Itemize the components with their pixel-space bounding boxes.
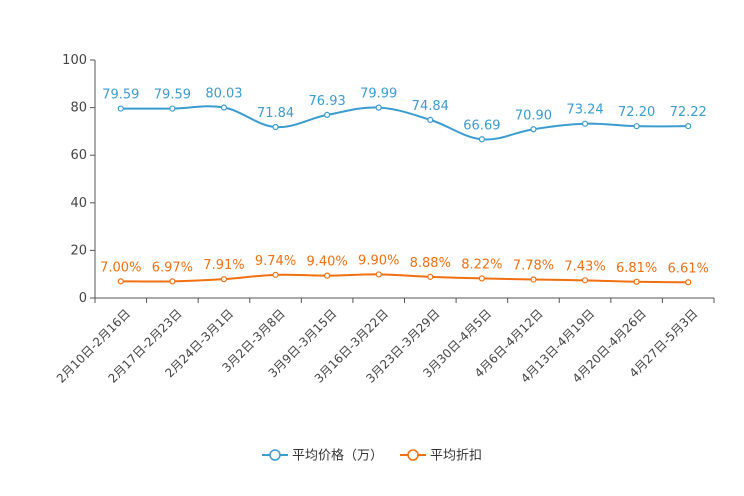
- data-point[interactable]: [685, 279, 692, 286]
- data-point[interactable]: [427, 116, 434, 123]
- data-label: 72.20: [618, 105, 655, 120]
- data-label: 76.93: [309, 94, 346, 109]
- data-label: 70.90: [515, 108, 552, 123]
- data-point[interactable]: [581, 120, 589, 127]
- legend-marker-icon: [407, 449, 419, 461]
- data-point[interactable]: [427, 273, 434, 280]
- data-label: 66.69: [463, 118, 500, 133]
- data-point[interactable]: [272, 123, 279, 131]
- data-label: 80.03: [205, 87, 242, 102]
- data-point[interactable]: [633, 123, 640, 130]
- legend-marker-icon: [269, 449, 281, 461]
- data-label: 73.24: [566, 103, 603, 118]
- legend-item-1[interactable]: 平均价格（万）: [262, 448, 383, 464]
- data-label: 9.40%: [306, 255, 347, 270]
- series-line: [120, 273, 689, 284]
- legend-item-2[interactable]: 平均折扣: [400, 449, 482, 464]
- series-layer: 79.59 79.59 80.03 71.84 76.93 79.99 74.84 66.69…: [100, 87, 709, 286]
- data-point[interactable]: [375, 271, 382, 278]
- data-point[interactable]: [169, 278, 176, 285]
- data-point[interactable]: [169, 105, 176, 112]
- series-2: 7.00% 6.97% 7.91% 9.74% 9.40% 9.90% 8.88% 8.22%…: [100, 253, 709, 286]
- data-label: 7.43%: [564, 259, 605, 274]
- y-tick-label: 0: [79, 291, 87, 306]
- series-line: [120, 105, 689, 141]
- y-tick-label: 100: [62, 53, 87, 68]
- data-label: 9.74%: [255, 254, 296, 269]
- chart-axes: 0204060801002月10日-2月16日2月17日-2月23日2月24日-…: [54, 53, 715, 386]
- data-point[interactable]: [117, 278, 124, 285]
- y-tick-label: 60: [70, 148, 87, 163]
- data-label: 9.90%: [358, 253, 399, 268]
- data-label: 79.59: [154, 88, 191, 103]
- data-label: 6.97%: [152, 260, 193, 275]
- data-label: 71.84: [257, 106, 294, 121]
- data-label: 7.00%: [100, 260, 141, 275]
- data-point[interactable]: [272, 271, 279, 278]
- data-point[interactable]: [324, 111, 331, 119]
- data-label: 74.84: [412, 99, 449, 114]
- data-point[interactable]: [685, 123, 692, 130]
- data-label: 79.99: [360, 87, 397, 102]
- data-point[interactable]: [478, 136, 485, 143]
- data-point[interactable]: [220, 104, 228, 111]
- data-label: 6.81%: [616, 261, 657, 276]
- data-point[interactable]: [220, 276, 228, 283]
- data-point[interactable]: [633, 278, 640, 285]
- data-label: 72.22: [670, 105, 707, 120]
- y-tick-label: 80: [70, 101, 87, 116]
- data-point[interactable]: [581, 277, 589, 284]
- data-point[interactable]: [117, 105, 124, 112]
- data-point[interactable]: [324, 272, 331, 279]
- data-label: 6.61%: [668, 261, 709, 276]
- data-point[interactable]: [478, 275, 485, 282]
- data-label: 8.88%: [410, 256, 451, 271]
- chart-legend[interactable]: 平均价格（万） 平均折扣: [262, 448, 482, 464]
- legend-label: 平均折扣: [430, 449, 482, 464]
- series-1: 79.59 79.59 80.03 71.84 76.93 79.99 74.84 66.69…: [102, 87, 707, 143]
- data-point[interactable]: [530, 126, 537, 133]
- data-label: 8.22%: [461, 257, 502, 272]
- y-tick-label: 20: [70, 243, 87, 258]
- data-label: 7.91%: [203, 258, 244, 273]
- data-point[interactable]: [375, 104, 382, 111]
- data-label: 79.59: [102, 88, 139, 103]
- y-tick-label: 40: [70, 196, 87, 211]
- data-point[interactable]: [530, 276, 537, 283]
- data-label: 7.78%: [513, 258, 554, 273]
- legend-label: 平均价格（万）: [292, 448, 383, 464]
